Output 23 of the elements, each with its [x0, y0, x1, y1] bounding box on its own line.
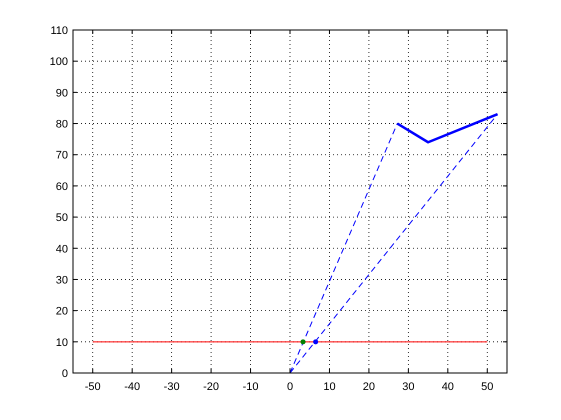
- x-tick-label: -20: [203, 381, 220, 393]
- y-tick-label: 10: [56, 336, 68, 349]
- y-tick-label: 30: [56, 274, 68, 286]
- y-tick-label: 110: [50, 25, 68, 37]
- y-tick-label: 70: [56, 150, 68, 162]
- y-tick-label: 100: [50, 56, 68, 68]
- x-tick-label: -40: [124, 381, 140, 393]
- y-tick-label: 20: [56, 306, 68, 318]
- x-tick-label: -50: [84, 381, 101, 393]
- x-tick-label: 50: [481, 381, 494, 393]
- x-tick-label: 0: [286, 381, 294, 393]
- y-tick-label: 50: [56, 212, 68, 224]
- x-tick-label: -10: [242, 381, 258, 393]
- x-tick-label: 40: [442, 381, 454, 393]
- x-tick-label: 30: [402, 381, 414, 393]
- y-tick-label: 80: [56, 118, 68, 131]
- x-tick-label: -30: [164, 381, 180, 393]
- x-tick-label: 20: [362, 381, 376, 393]
- y-tick-label: 0: [62, 368, 68, 380]
- y-tick-label: 40: [56, 243, 68, 256]
- y-tick-label: 90: [56, 87, 68, 100]
- y-tick-label: 60: [56, 180, 68, 193]
- x-tick-label: 10: [323, 381, 336, 393]
